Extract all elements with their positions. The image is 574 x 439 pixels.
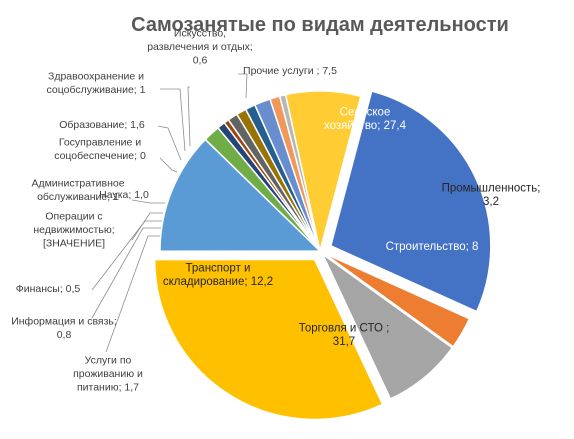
pie-slice-строительство	[320, 251, 454, 400]
leader-line-информация-и-связь	[91, 227, 161, 319]
pie-slice-торговля-и-сто	[153, 258, 384, 421]
leader-line-прочие-услуги	[238, 73, 248, 99]
slice-label-административное-обслуживание: Административное обслуживание; 1	[31, 177, 124, 203]
slice-label-наука: Наука; 1,0	[99, 189, 149, 201]
leader-line-здравоохранение-и-соцобслуживание	[160, 88, 186, 152]
pie-slice-транспорт-и-складирование	[159, 138, 322, 252]
slice-label-искусство-развлечения-и-отдых: Искусство, развлечения и отдых; 0,6	[147, 28, 253, 67]
slice-label-образование: Образование; 1,6	[59, 119, 145, 131]
slice-label-услуги-по-проживанию-и-питанию: Услуги по проживанию и питанию; 1,7	[73, 355, 143, 394]
slice-label-строительство: Строительство; 8	[386, 241, 479, 253]
chart-title: Самозанятые по видам деятельности	[131, 14, 509, 36]
slice-label-операции-с-недвижимостью: Операции с недвижимостью; [ЗНАЧЕНИЕ]	[33, 211, 114, 250]
slice-label-торговля-и-сто: Торговля и СТО ; 31,7	[299, 322, 390, 348]
leader-line-образование	[157, 125, 182, 161]
slice-label-прочие-услуги: Прочие услуги ; 7,5	[243, 65, 337, 77]
slice-label-информация-и-связь: Информация и связь; 0,8	[11, 315, 117, 341]
leader-line-искусство-развлечения-и-отдых	[187, 86, 191, 147]
slice-label-промышленность: Промышленность; 3,2	[442, 182, 541, 208]
slice-label-здравоохранение-и-соцобслуживание: Здравоохранение и соцобслуживание; 1	[47, 70, 146, 96]
leader-line-услуги-по-проживанию-и-питанию	[105, 235, 160, 353]
slice-label-финансы: Финансы; 0,5	[16, 283, 81, 295]
slice-label-транспорт-и-складирование: Транспорт и складирование; 12,2	[163, 262, 273, 288]
pie-slice-сельское-хозяйство	[329, 90, 492, 313]
leader-line-госуправление-и-соцобеспечение	[159, 157, 178, 173]
leader-line-административное-обслуживание	[131, 199, 165, 204]
pie-slice-прочие-услуги	[284, 90, 362, 252]
slice-label-госуправление-и-соцобеспечение: Госуправление и соцобеспечение; 0	[54, 136, 146, 162]
leader-line-операции-с-недвижимостью	[131, 212, 163, 241]
slice-label-сельское-хозяйство: Сельское хозяйство; 27,4	[324, 106, 407, 132]
pie-slice-промышленность	[323, 252, 471, 348]
